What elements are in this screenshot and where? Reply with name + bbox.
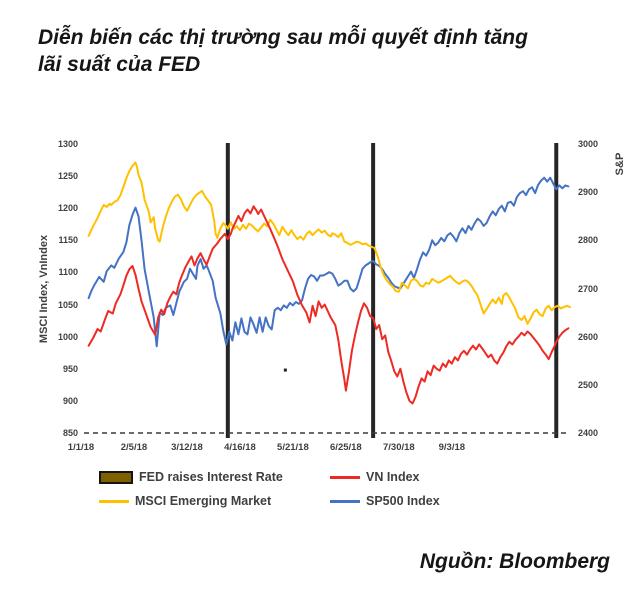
- vn-index-line: [87, 205, 570, 405]
- fed-rate-hike-bar: [225, 143, 230, 438]
- x-axis-tick: 3/12/18: [171, 442, 203, 453]
- y-axis-tick-left: 1200: [57, 203, 78, 214]
- vn-index-swatch: [330, 475, 360, 479]
- msci-emerging-market-line: [87, 161, 571, 325]
- fed-markets-chart: MSCI Index, VnIndex S&P FED raises Inter…: [0, 120, 640, 540]
- right-axis-title: S&P: [614, 152, 626, 176]
- legend-item-vnindex: VN Index: [330, 470, 420, 484]
- legend-label-msci: MSCI Emerging Market: [135, 494, 272, 508]
- x-axis-tick: 9/3/18: [438, 442, 466, 453]
- y-axis-tick-left: 900: [62, 395, 78, 406]
- fed-rate-hike-bar: [554, 143, 559, 438]
- y-axis-tick-left: 1050: [57, 299, 78, 310]
- y-axis-tick-right: 2700: [578, 283, 599, 294]
- y-axis-tick-right: 2500: [578, 379, 599, 390]
- y-axis-tick-right: 3000: [578, 139, 599, 149]
- sp500-index-line: [87, 176, 570, 348]
- page-title-line1: Diễn biến các thị trường sau mỗi quyết đ…: [38, 26, 528, 49]
- legend-item-msci: MSCI Emerging Market: [99, 494, 271, 508]
- stray-marker-dot: [283, 368, 287, 372]
- plot-area: [84, 143, 571, 438]
- fed-raises-swatch: [99, 470, 133, 484]
- y-axis-tick-left: 1100: [58, 267, 78, 278]
- left-axis-title: MSCI Index, VnIndex: [38, 234, 50, 344]
- x-axis-tick: 5/21/18: [277, 442, 309, 453]
- y-axis-tick-right: 2600: [578, 331, 599, 342]
- msci-swatch: [99, 499, 129, 503]
- y-axis-tick-right: 2400: [578, 428, 599, 438]
- y-axis-tick-left: 1150: [58, 235, 78, 246]
- legend-label-sp500: SP500 Index: [366, 494, 440, 508]
- legend-item-fed: FED raises Interest Rate: [99, 470, 283, 484]
- y-axis-tick-left: 1000: [57, 331, 78, 342]
- y-axis-tick-right: 2800: [578, 235, 599, 246]
- x-axis-tick: 2/5/18: [120, 442, 148, 453]
- y-axis-tick-left: 1250: [57, 171, 78, 182]
- sp500-swatch: [330, 499, 360, 503]
- source-note: Nguồn: Bloomberg: [419, 550, 610, 573]
- y-axis-tick-left: 1300: [57, 139, 78, 149]
- legend-label-fed: FED raises Interest Rate: [139, 470, 283, 484]
- y-axis-tick-left: 950: [62, 363, 78, 374]
- x-axis-tick: 4/16/18: [224, 442, 256, 453]
- y-axis-tick-right: 2900: [578, 187, 599, 198]
- legend-label-vnindex: VN Index: [366, 470, 420, 484]
- x-axis-tick: 1/1/18: [67, 442, 95, 453]
- fed-rate-hike-bar: [371, 143, 376, 438]
- page-title: Diễn biến các thị trường sau mỗi quyết đ…: [38, 24, 616, 78]
- legend-item-sp500: SP500 Index: [330, 494, 440, 508]
- x-axis-tick: 6/25/18: [330, 442, 362, 453]
- y-axis-tick-left: 850: [62, 428, 78, 438]
- page-title-line2: lãi suất của FED: [38, 53, 201, 76]
- x-axis-tick: 7/30/18: [382, 442, 415, 453]
